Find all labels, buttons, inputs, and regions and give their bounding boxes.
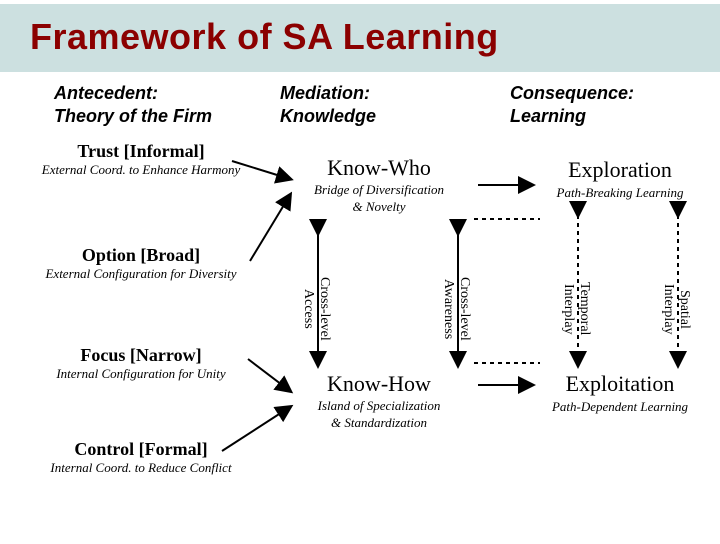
box-head: Exploration xyxy=(530,157,710,183)
col-header-line: Theory of the Firm xyxy=(54,105,270,128)
col-header-line: Mediation: xyxy=(280,82,490,105)
box-head: Control [Formal] xyxy=(22,439,260,460)
box-option: Option [Broad] External Configuration fo… xyxy=(22,245,260,282)
vlabel-line: Access xyxy=(301,289,316,329)
box-exploration: Exploration Path-Breaking Learning xyxy=(530,157,710,201)
box-focus: Focus [Narrow] Internal Configuration fo… xyxy=(22,345,260,382)
vlabel-line: Interplay xyxy=(661,284,676,335)
box-know-how: Know-How Island of Specialization & Stan… xyxy=(280,371,478,431)
box-head: Focus [Narrow] xyxy=(22,345,260,366)
col-header-line: Knowledge xyxy=(280,105,490,128)
vlabel-cross-level-awareness: Cross-level Awareness xyxy=(440,249,472,369)
col-header-line: Consequence: xyxy=(510,82,700,105)
vlabel-line: Cross-level xyxy=(457,277,472,341)
box-trust: Trust [Informal] External Coord. to Enha… xyxy=(22,141,260,178)
column-headers: Antecedent: Theory of the Firm Mediation… xyxy=(0,82,720,127)
box-head: Know-Who xyxy=(280,155,478,181)
col-header-line: Learning xyxy=(510,105,700,128)
box-sub: Bridge of Diversification xyxy=(280,183,478,198)
box-sub: Internal Configuration for Unity xyxy=(22,366,260,382)
vlabel-line: Temporal xyxy=(577,282,592,335)
box-sub: Island of Specialization xyxy=(280,399,478,414)
box-sub: External Configuration for Diversity xyxy=(22,266,260,282)
vlabel-spatial-interplay: Spatial Interplay xyxy=(660,249,692,369)
vlabel-temporal-interplay: Temporal Interplay xyxy=(560,249,592,369)
box-head: Exploitation xyxy=(530,371,710,397)
vlabel-line: Cross-level xyxy=(317,277,332,341)
diagram-grid: Trust [Informal] External Coord. to Enha… xyxy=(0,139,720,499)
box-sub: & Standardization xyxy=(280,416,478,431)
col-header-line: Antecedent: xyxy=(54,82,270,105)
box-sub: External Coord. to Enhance Harmony xyxy=(22,162,260,178)
box-sub: Internal Coord. to Reduce Conflict xyxy=(22,460,260,476)
box-control: Control [Formal] Internal Coord. to Redu… xyxy=(22,439,260,476)
vlabel-line: Awareness xyxy=(441,279,456,339)
col-header-mediation: Mediation: Knowledge xyxy=(270,82,490,127)
vlabel-line: Spatial xyxy=(677,290,692,329)
page-title: Framework of SA Learning xyxy=(30,16,690,58)
title-band: Framework of SA Learning xyxy=(0,4,720,72)
vlabel-cross-level-access: Cross-level Access xyxy=(300,249,332,369)
box-head: Trust [Informal] xyxy=(22,141,260,162)
col-header-consequence: Consequence: Learning xyxy=(490,82,700,127)
box-sub: Path-Dependent Learning xyxy=(530,399,710,415)
box-sub: & Novelty xyxy=(280,200,478,215)
box-know-who: Know-Who Bridge of Diversification & Nov… xyxy=(280,155,478,215)
box-exploitation: Exploitation Path-Dependent Learning xyxy=(530,371,710,415)
box-head: Know-How xyxy=(280,371,478,397)
box-sub: Path-Breaking Learning xyxy=(530,185,710,201)
vlabel-line: Interplay xyxy=(561,284,576,335)
col-header-antecedent: Antecedent: Theory of the Firm xyxy=(20,82,270,127)
box-head: Option [Broad] xyxy=(22,245,260,266)
